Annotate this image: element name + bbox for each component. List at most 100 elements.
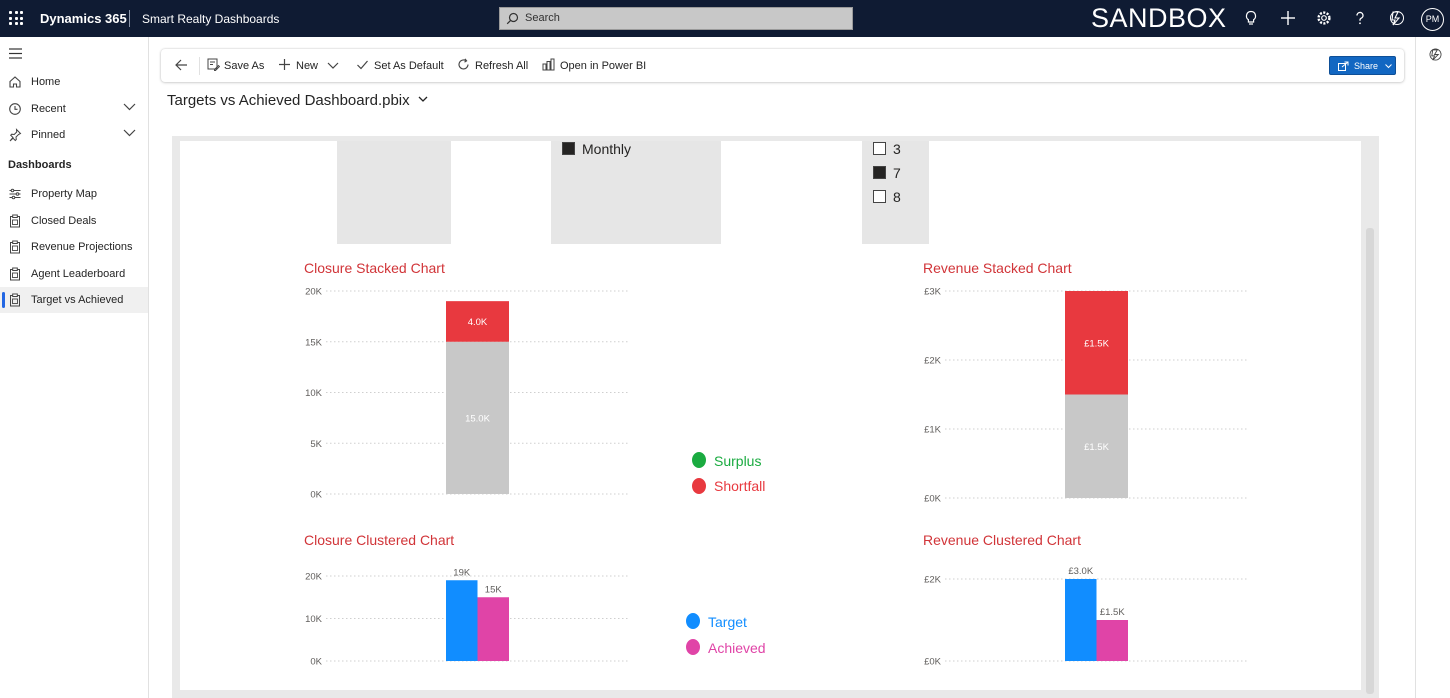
- y-tick-label: 15K: [305, 337, 323, 348]
- home-icon: [9, 76, 21, 88]
- period-label: Monthly: [582, 141, 632, 157]
- lightbulb-icon[interactable]: [1242, 9, 1260, 27]
- divider: [199, 57, 200, 75]
- help-icon[interactable]: [1351, 9, 1369, 27]
- nav-item-home[interactable]: Home: [0, 69, 148, 95]
- closure-stacked-chart-title: Closure Stacked Chart: [304, 260, 445, 276]
- revenue-clustered-chart[interactable]: £0K £2K £3.0K £1.5K: [915, 560, 1255, 670]
- slicer-panel[interactable]: [337, 141, 451, 244]
- search-icon: [506, 12, 519, 25]
- hamburger-menu-icon[interactable]: [9, 48, 22, 59]
- nav-item-recent[interactable]: Recent: [0, 96, 148, 122]
- sidebar-item-agent-leaderboard[interactable]: Agent Leaderboard: [0, 261, 148, 287]
- page-title[interactable]: Targets vs Achieved Dashboard.pbix: [167, 92, 428, 109]
- option-label-7: 7: [893, 165, 901, 181]
- nav-item-pinned[interactable]: Pinned: [0, 122, 148, 148]
- stacked-bar-segment: [446, 341, 509, 494]
- clustered-bar: [1065, 579, 1097, 661]
- revenue-stacked-chart-title: Revenue Stacked Chart: [923, 260, 1072, 276]
- report-scrollbar[interactable]: [1366, 228, 1374, 694]
- sidebar-item-label: Closed Deals: [31, 215, 97, 227]
- closure-clustered-chart[interactable]: 0K 10K 20K 19K 15K: [296, 560, 636, 670]
- sidebar-item-target-vs-achieved[interactable]: Target vs Achieved: [0, 287, 148, 313]
- achieved-legend-dot: [686, 639, 700, 655]
- set-as-default-label: Set As Default: [374, 60, 444, 72]
- chevron-down-icon[interactable]: [327, 62, 339, 69]
- y-tick-label: 10K: [305, 614, 323, 625]
- revenue-stacked-chart[interactable]: £0K £1K £2K £3K £1.5K £1.5K: [915, 284, 1255, 506]
- clustered-bar: [446, 580, 478, 661]
- top-bar: Dynamics 365 Smart Realty Dashboards Sea…: [0, 0, 1450, 37]
- refresh-icon: [458, 58, 469, 70]
- settings-gear-icon[interactable]: [1315, 9, 1333, 27]
- data-label: 4.0K: [468, 317, 488, 328]
- data-label: 19K: [453, 567, 471, 578]
- sidebar-item-label: Property Map: [31, 188, 98, 200]
- app-module-name[interactable]: Smart Realty Dashboards: [142, 12, 280, 26]
- avatar[interactable]: PM: [1421, 8, 1444, 31]
- nav-item-label: Pinned: [31, 129, 66, 141]
- clustered-bar: [477, 597, 509, 661]
- page-title-text: Targets vs Achieved Dashboard.pbix: [167, 92, 410, 109]
- app-launcher-icon[interactable]: [9, 11, 23, 25]
- y-tick-label: 20K: [305, 572, 323, 583]
- chevron-down-icon: [1385, 64, 1392, 69]
- stacked-bar-segment: [446, 301, 509, 342]
- y-tick-label: 20K: [305, 287, 323, 298]
- target-legend-dot: [686, 613, 700, 629]
- option-checkbox-8[interactable]: [873, 190, 886, 203]
- back-arrow-icon[interactable]: [175, 59, 188, 71]
- share-label: Share: [1354, 61, 1379, 71]
- y-tick-label: £1K: [924, 425, 942, 436]
- y-tick-label: £0K: [924, 657, 942, 668]
- option-checkbox-3[interactable]: [873, 142, 886, 155]
- stacked-bar-segment: [1065, 394, 1128, 498]
- closure-clustered-chart-title: Closure Clustered Chart: [304, 532, 455, 548]
- save-as-label: Save As: [224, 60, 265, 72]
- period-checkbox[interactable]: [562, 142, 575, 155]
- refresh-all-label: Refresh All: [475, 60, 529, 72]
- stacked-bar-segment: [1065, 291, 1128, 395]
- plus-icon[interactable]: [1279, 9, 1297, 27]
- divider: [129, 10, 130, 27]
- clipboard-icon: [10, 293, 20, 307]
- clipboard-icon: [10, 240, 20, 254]
- clustered-bar: [1096, 620, 1128, 661]
- clipboard-icon: [10, 267, 20, 281]
- data-label: £1.5K: [1084, 338, 1109, 349]
- app-name[interactable]: Dynamics 365: [40, 11, 127, 26]
- pin-icon: [9, 128, 22, 142]
- data-label: £3.0K: [1068, 566, 1093, 577]
- chevron-down-icon[interactable]: [418, 96, 428, 103]
- right-rail: [1415, 37, 1450, 698]
- option-label-8: 8: [893, 189, 901, 205]
- search-input[interactable]: Search: [499, 7, 853, 30]
- closure-stacked-chart[interactable]: 0K 5K 10K 15K 20K 15.0K 4.0K: [296, 284, 636, 506]
- chevron-down-icon[interactable]: [123, 129, 136, 137]
- new-label: New: [296, 60, 319, 72]
- data-label: 15K: [485, 584, 503, 595]
- y-tick-label: £2K: [924, 575, 942, 586]
- y-tick-label: 0K: [310, 657, 322, 668]
- power-bi-icon: [542, 58, 555, 71]
- share-button[interactable]: Share: [1329, 56, 1396, 75]
- data-label: 15.0K: [465, 413, 490, 424]
- sidebar-item-property-map[interactable]: Property Map: [0, 181, 148, 207]
- data-label: £1.5K: [1100, 607, 1125, 618]
- checkmark-icon: [357, 60, 368, 70]
- chevron-down-icon[interactable]: [123, 103, 136, 111]
- sidebar-item-label: Revenue Projections: [31, 241, 133, 253]
- period-slicer[interactable]: [551, 141, 721, 244]
- plus-icon: [279, 59, 290, 70]
- option-checkbox-7[interactable]: [873, 166, 886, 179]
- y-tick-label: 10K: [305, 388, 323, 399]
- y-tick-label: 0K: [310, 490, 322, 501]
- sidebar-item-closed-deals[interactable]: Closed Deals: [0, 208, 148, 234]
- surplus-legend-dot: [692, 452, 706, 468]
- nav-section-heading: Dashboards: [8, 159, 72, 171]
- sidebar-item-revenue-projections[interactable]: Revenue Projections: [0, 234, 148, 260]
- sidebar-item-label: Agent Leaderboard: [31, 268, 126, 280]
- clipboard-icon: [10, 214, 20, 228]
- copilot-pane-icon[interactable]: [1429, 48, 1442, 61]
- copilot-icon[interactable]: [1388, 9, 1406, 27]
